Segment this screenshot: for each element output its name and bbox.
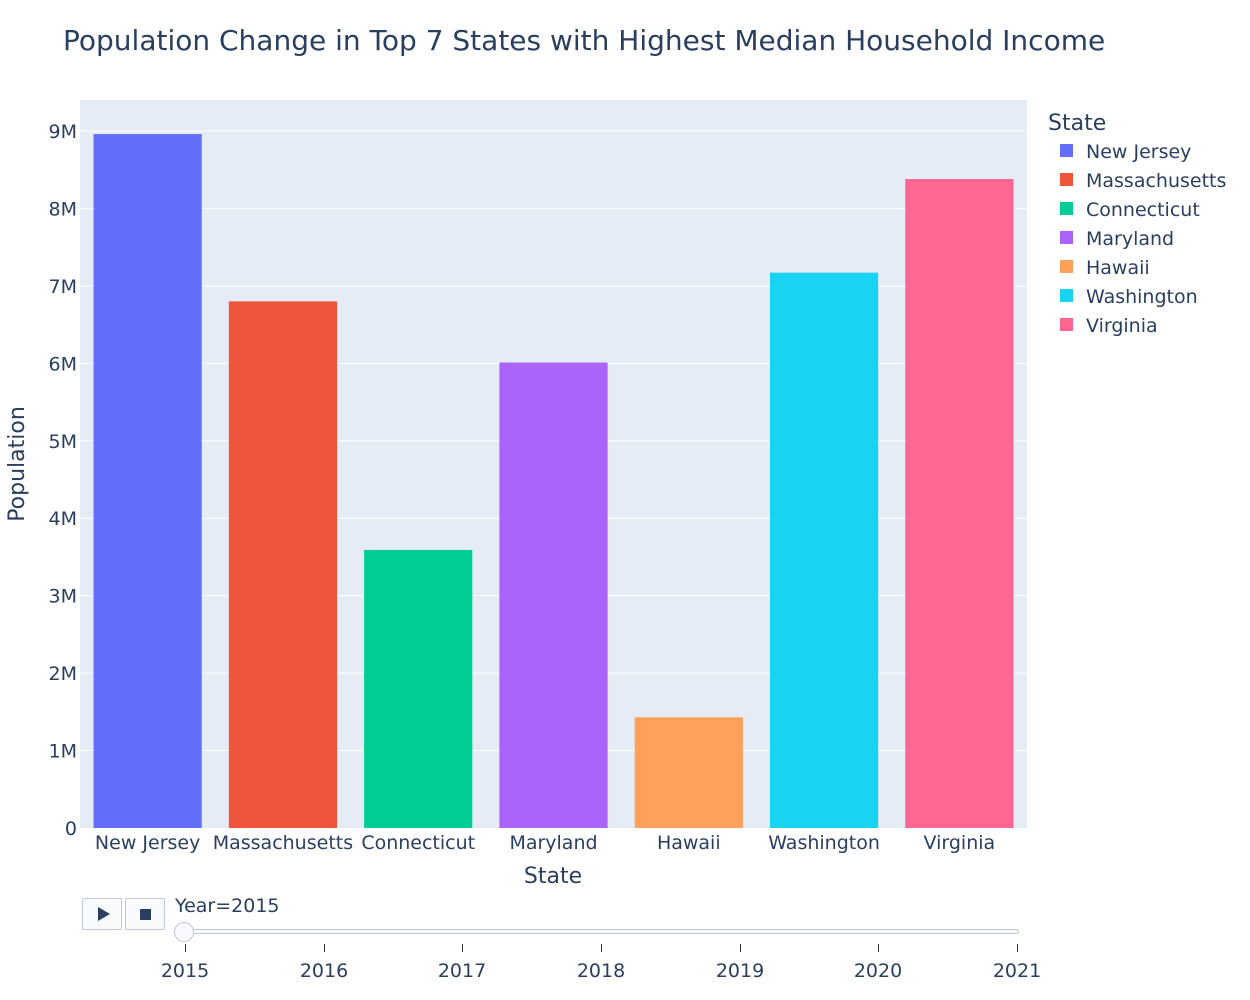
year-slider-rail[interactable] <box>175 929 1019 934</box>
legend-item[interactable]: Maryland <box>1060 228 1174 250</box>
slider-tick <box>740 944 741 952</box>
slider-tick <box>878 944 879 952</box>
slider-current-value: Year=2015 <box>175 895 280 917</box>
bar-hawaii[interactable] <box>634 717 743 828</box>
x-tick-label: Virginia <box>924 832 996 854</box>
y-tick-label: 9M <box>49 121 77 143</box>
x-tick-label: Washington <box>768 832 880 854</box>
legend-label: Connecticut <box>1086 199 1200 221</box>
legend-swatch <box>1060 173 1073 186</box>
slider-step-2019[interactable]: 2019 <box>715 960 765 982</box>
legend-item[interactable]: Connecticut <box>1060 199 1200 221</box>
y-tick-label: 3M <box>49 586 77 608</box>
bar-massachusetts[interactable] <box>228 301 338 828</box>
slider-tick <box>324 944 325 952</box>
y-tick-label: 0 <box>65 818 77 840</box>
x-tick-label: Massachusetts <box>213 832 353 854</box>
bar-connecticut[interactable] <box>364 549 473 828</box>
legend-item[interactable]: New Jersey <box>1060 141 1191 163</box>
slider-tick <box>1017 944 1018 952</box>
legend-label: Massachusetts <box>1086 170 1226 192</box>
slider-step-2021[interactable]: 2021 <box>992 960 1042 982</box>
bar-new-jersey[interactable] <box>93 134 202 828</box>
legend-label: New Jersey <box>1086 141 1191 163</box>
stop-button[interactable] <box>125 898 165 930</box>
bar-virginia[interactable] <box>905 178 1014 829</box>
x-axis-title: State <box>524 864 582 889</box>
legend-item[interactable]: Massachusetts <box>1060 170 1226 192</box>
legend-label: Maryland <box>1086 228 1174 250</box>
chart-title: Population Change in Top 7 States with H… <box>63 24 1105 57</box>
y-tick-label: 5M <box>49 431 77 453</box>
x-tick-label: New Jersey <box>95 832 200 854</box>
legend-swatch <box>1060 202 1073 215</box>
legend-swatch <box>1060 289 1073 302</box>
x-axis-ticks: New Jersey Massachusetts Connecticut Maryla… <box>95 832 995 854</box>
slider-step-2017[interactable]: 2017 <box>437 960 487 982</box>
year-slider-handle[interactable] <box>174 922 194 942</box>
y-tick-label: 1M <box>49 741 77 763</box>
y-tick-label: 4M <box>49 508 77 530</box>
x-tick-label: Maryland <box>509 832 597 854</box>
legend-swatch <box>1060 260 1073 273</box>
slider-step-2016[interactable]: 2016 <box>299 960 349 982</box>
legend-label: Hawaii <box>1086 257 1150 279</box>
y-axis-ticks: 0 1M 2M 3M 4M 5M 6M 7M 8M 9M <box>49 121 77 840</box>
slider-step-2018[interactable]: 2018 <box>576 960 626 982</box>
slider-step-2020[interactable]: 2020 <box>853 960 903 982</box>
legend-swatch <box>1060 144 1073 157</box>
legend-label: Washington <box>1086 286 1198 308</box>
legend-item[interactable]: Virginia <box>1060 315 1158 337</box>
legend-swatch <box>1060 231 1073 244</box>
y-tick-label: 7M <box>49 276 77 298</box>
slider-tick <box>462 944 463 952</box>
play-icon <box>97 907 110 921</box>
y-tick-label: 8M <box>49 198 77 220</box>
slider-tick <box>185 944 186 952</box>
legend-item[interactable]: Washington <box>1060 286 1198 308</box>
legend-swatch <box>1060 318 1073 331</box>
bar-maryland[interactable] <box>499 362 608 828</box>
legend-title: State <box>1048 111 1106 136</box>
x-tick-label: Hawaii <box>657 832 721 854</box>
x-tick-label: Connecticut <box>361 832 475 854</box>
y-axis-title: Population <box>5 406 30 522</box>
bar-washington[interactable] <box>769 272 879 828</box>
legend-label: Virginia <box>1086 315 1158 337</box>
legend: New Jersey Massachusetts Connecticut Maryla… <box>1060 141 1226 337</box>
legend-item[interactable]: Hawaii <box>1060 257 1150 279</box>
y-tick-label: 2M <box>49 663 77 685</box>
slider-tick <box>601 944 602 952</box>
y-tick-label: 6M <box>49 353 77 375</box>
play-button[interactable] <box>82 898 122 930</box>
slider-step-2015[interactable]: 2015 <box>160 960 210 982</box>
bars <box>93 134 1014 829</box>
stop-icon <box>139 908 151 920</box>
